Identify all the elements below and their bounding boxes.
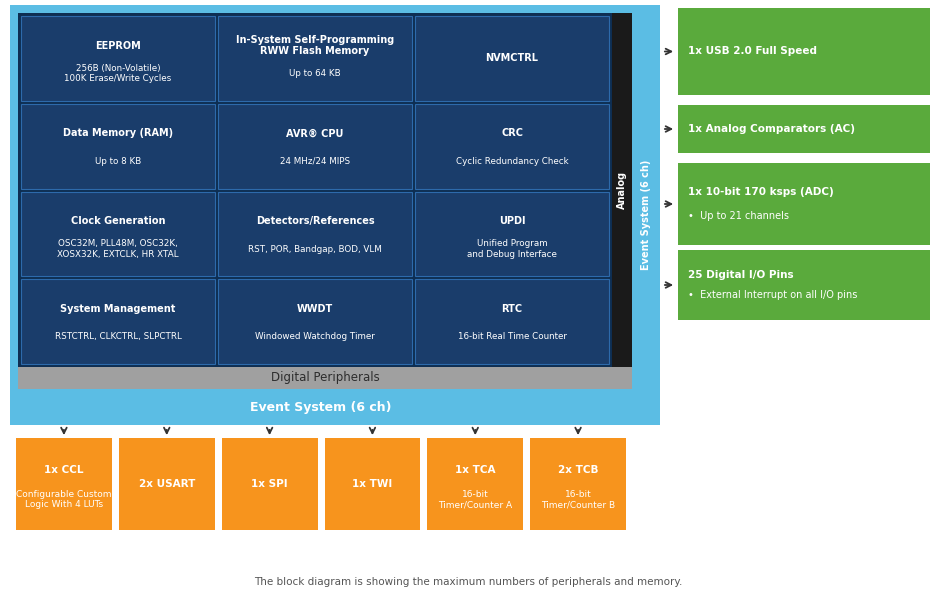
Text: 16-bit Real Time Counter: 16-bit Real Time Counter [458, 333, 566, 342]
Text: Configurable Custom
Logic With 4 LUTs: Configurable Custom Logic With 4 LUTs [16, 490, 111, 509]
Text: OSC32M, PLL48M, OSC32K,
XOSX32K, EXTCLK, HR XTAL: OSC32M, PLL48M, OSC32K, XOSX32K, EXTCLK,… [57, 239, 179, 259]
Text: Unified Program
and Debug Interface: Unified Program and Debug Interface [467, 239, 557, 259]
Text: Up to 8 KB: Up to 8 KB [95, 157, 141, 166]
Text: RSTCTRL, CLKCTRL, SLPCTRL: RSTCTRL, CLKCTRL, SLPCTRL [54, 333, 182, 342]
Bar [678, 105, 930, 153]
Text: •  External Interrupt on all I/O pins: • External Interrupt on all I/O pins [688, 290, 857, 300]
Bar [415, 192, 609, 276]
Text: 16-bit
Timer/Counter A: 16-bit Timer/Counter A [438, 490, 512, 509]
Bar [222, 438, 317, 530]
Text: 1x CCL: 1x CCL [44, 465, 83, 475]
Text: 1x SPI: 1x SPI [251, 479, 288, 489]
Bar [415, 104, 609, 189]
Bar [18, 13, 612, 367]
Text: •  Up to 21 channels: • Up to 21 channels [688, 211, 789, 221]
Text: Cyclic Redundancy Check: Cyclic Redundancy Check [456, 157, 568, 166]
Text: AVR® CPU: AVR® CPU [286, 129, 344, 139]
Bar [21, 279, 215, 364]
Bar [218, 104, 412, 189]
Bar [10, 389, 632, 425]
Bar [678, 250, 930, 320]
Bar [530, 438, 626, 530]
Text: WWDT: WWDT [297, 304, 333, 314]
Text: 2x USART: 2x USART [139, 479, 195, 489]
Bar [21, 104, 215, 189]
Text: NVMCTRL: NVMCTRL [486, 54, 538, 64]
Bar [21, 192, 215, 276]
Text: 16-bit
Timer/Counter B: 16-bit Timer/Counter B [541, 490, 615, 509]
Text: RTC: RTC [502, 304, 522, 314]
Text: Event System (6 ch): Event System (6 ch) [250, 400, 392, 414]
Bar [218, 192, 412, 276]
Bar [21, 16, 215, 101]
Bar [16, 438, 111, 530]
Text: System Management: System Management [60, 304, 176, 314]
Text: Digital Peripherals: Digital Peripherals [271, 371, 379, 384]
Text: 24 MHz/24 MIPS: 24 MHz/24 MIPS [280, 157, 350, 166]
Text: In-System Self-Programming
RWW Flash Memory: In-System Self-Programming RWW Flash Mem… [236, 35, 394, 57]
Bar [415, 279, 609, 364]
Bar [119, 438, 214, 530]
Bar [218, 16, 412, 101]
Text: Clock Generation: Clock Generation [71, 216, 166, 226]
Bar [678, 8, 930, 95]
Text: 1x USB 2.0 Full Speed: 1x USB 2.0 Full Speed [688, 46, 817, 57]
Text: 256B (Non-Volatile)
100K Erase/Write Cycles: 256B (Non-Volatile) 100K Erase/Write Cyc… [65, 64, 171, 83]
Text: Event System (6 ch): Event System (6 ch) [641, 160, 651, 270]
Text: 1x TWI: 1x TWI [352, 479, 392, 489]
Text: 1x TCA: 1x TCA [455, 465, 495, 475]
Bar [678, 163, 930, 245]
Bar [18, 367, 632, 389]
Text: 1x Analog Comparators (AC): 1x Analog Comparators (AC) [688, 124, 855, 134]
Text: RST, POR, Bandgap, BOD, VLM: RST, POR, Bandgap, BOD, VLM [248, 245, 382, 253]
Text: 2x TCB: 2x TCB [558, 465, 598, 475]
Bar [612, 13, 632, 367]
Text: Up to 64 KB: Up to 64 KB [289, 69, 341, 78]
Text: UPDI: UPDI [499, 216, 525, 226]
Bar [218, 279, 412, 364]
Text: Windowed Watchdog Timer: Windowed Watchdog Timer [256, 333, 375, 342]
Bar [632, 5, 660, 425]
Bar [325, 438, 420, 530]
Bar [10, 5, 660, 425]
Text: CRC: CRC [501, 129, 523, 139]
Text: Data Memory (RAM): Data Memory (RAM) [63, 129, 173, 139]
Bar [415, 16, 609, 101]
Text: Detectors/References: Detectors/References [256, 216, 374, 226]
Bar [428, 438, 523, 530]
Text: The block diagram is showing the maximum numbers of peripherals and memory.: The block diagram is showing the maximum… [254, 577, 682, 587]
Text: EEPROM: EEPROM [95, 40, 141, 51]
Text: 1x 10-bit 170 ksps (ADC): 1x 10-bit 170 ksps (ADC) [688, 187, 834, 197]
Text: Analog: Analog [617, 171, 627, 209]
Text: 25 Digital I/O Pins: 25 Digital I/O Pins [688, 270, 794, 280]
